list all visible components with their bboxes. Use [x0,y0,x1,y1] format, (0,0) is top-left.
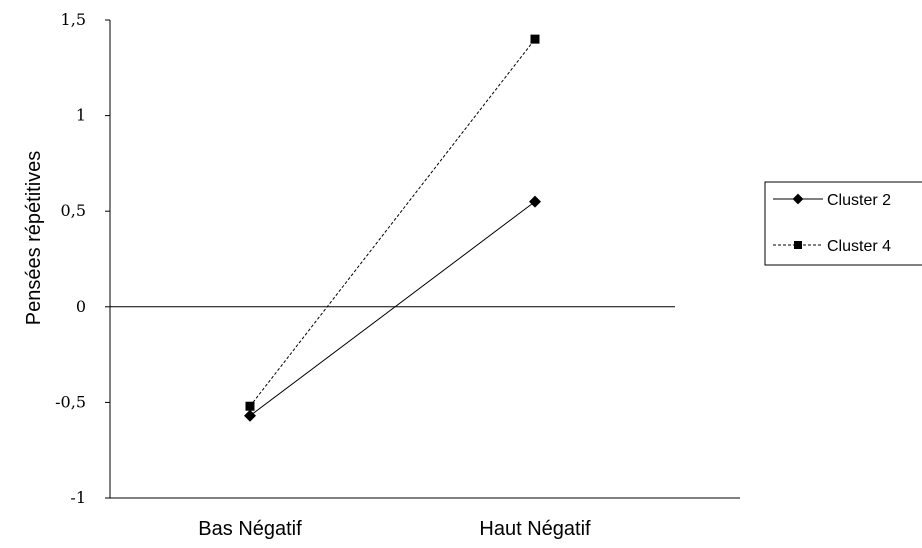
legend-box [764,181,922,266]
legend-label: Cluster 2 [827,192,891,209]
data-point [792,193,804,205]
legend: Cluster 2 Cluster 4 [764,181,922,266]
y-tick-label: -1 [70,488,86,507]
y-tick-group: -1 -0,5 0 0,5 1 1,5 [55,10,110,507]
legend-item: Cluster 2 [773,192,891,209]
data-point [244,409,256,422]
y-tick-label: 1 [76,106,86,125]
legend-item: Cluster 4 [773,238,891,255]
x-tick-label: Bas Négatif [198,518,302,540]
series-group [244,34,541,422]
y-tick-label: 0 [76,297,86,316]
data-point [530,34,540,44]
x-tick-group: Bas Négatif Haut Négatif [198,518,591,540]
y-tick-label: -0,5 [55,392,86,411]
y-tick-label: 0,5 [61,201,86,220]
data-point [529,195,541,208]
x-tick-label: Haut Négatif [479,518,591,540]
data-point [245,401,255,411]
series-line [249,38,536,407]
y-tick-label: 1,5 [61,10,86,29]
y-axis-title: Pensées répétitives [23,151,45,326]
data-point [794,241,802,249]
series-line [249,201,536,417]
legend-label: Cluster 4 [827,238,891,255]
